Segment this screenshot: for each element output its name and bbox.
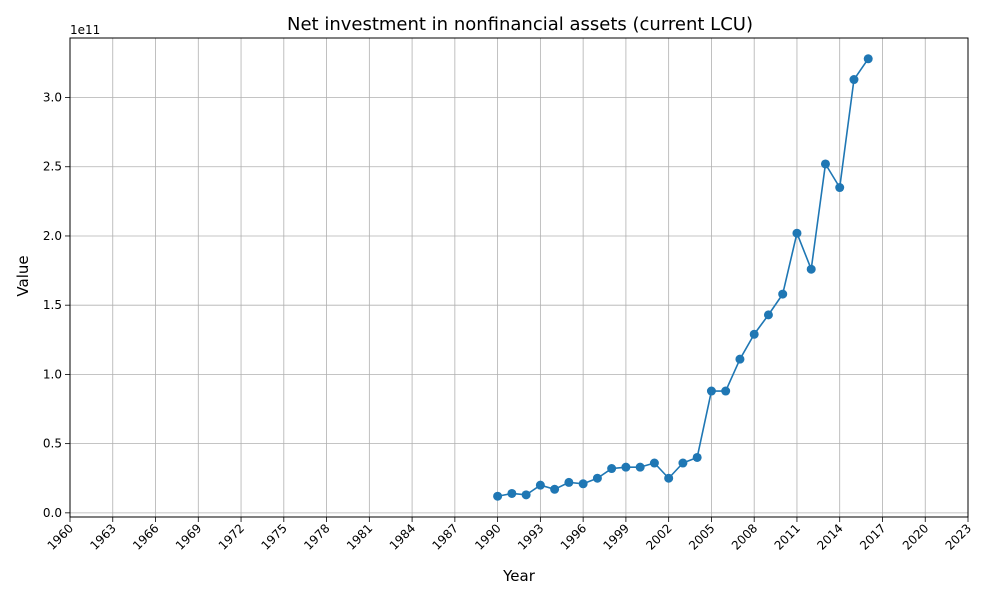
data-point bbox=[649, 458, 659, 468]
grid bbox=[69, 38, 969, 517]
data-point bbox=[692, 452, 702, 462]
data-point bbox=[664, 473, 674, 483]
data-point bbox=[493, 491, 503, 501]
data-point bbox=[763, 310, 773, 320]
data-point bbox=[863, 54, 873, 64]
data-point bbox=[835, 183, 845, 193]
y-tick-label: 0.5 bbox=[43, 437, 62, 451]
data-point bbox=[721, 386, 731, 396]
data-point bbox=[621, 462, 631, 472]
data-point bbox=[578, 479, 588, 489]
data-point bbox=[849, 75, 859, 85]
data-point bbox=[806, 264, 816, 274]
y-tick-label: 0.0 bbox=[43, 506, 62, 520]
data-point bbox=[535, 480, 545, 490]
y-axis-offset-label: 1e11 bbox=[70, 23, 100, 37]
y-tick-label: 1.0 bbox=[43, 367, 62, 381]
data-point bbox=[521, 490, 531, 500]
data-point bbox=[749, 329, 759, 339]
y-axis: 0.0 0.5 1.0 1.5 2.0 2.5 3.0 bbox=[43, 91, 70, 520]
data-point bbox=[792, 228, 802, 238]
data-point bbox=[607, 464, 617, 474]
y-tick-label: 2.5 bbox=[43, 160, 62, 174]
data-point bbox=[507, 488, 517, 498]
data-point bbox=[678, 458, 688, 468]
y-tick-label: 2.0 bbox=[43, 229, 62, 243]
data-point bbox=[635, 462, 645, 472]
series-layer bbox=[493, 54, 873, 501]
y-tick-label: 3.0 bbox=[43, 91, 62, 105]
chart-title: Net investment in nonfinancial assets (c… bbox=[287, 14, 753, 35]
data-point bbox=[706, 386, 716, 396]
x-axis-label: Year bbox=[502, 567, 536, 585]
plot-frame bbox=[69, 37, 969, 518]
data-point bbox=[778, 289, 788, 299]
data-point bbox=[564, 477, 574, 487]
y-tick-label: 1.5 bbox=[43, 298, 62, 312]
y-axis-label: Value bbox=[14, 255, 32, 296]
data-point bbox=[820, 159, 830, 169]
data-point bbox=[550, 484, 560, 494]
data-point bbox=[592, 473, 602, 483]
data-point bbox=[735, 354, 745, 364]
